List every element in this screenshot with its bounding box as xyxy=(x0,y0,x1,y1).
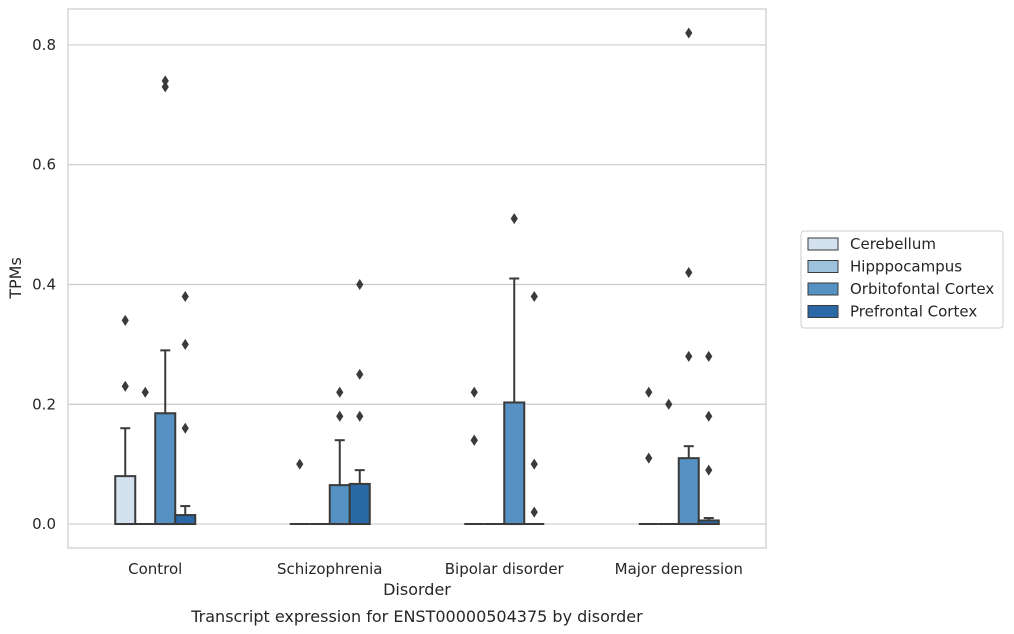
x-tick-label: Bipolar disorder xyxy=(445,560,565,578)
outlier-point xyxy=(356,368,364,380)
outlier-point xyxy=(336,410,344,422)
outlier-point xyxy=(705,464,713,476)
outlier-point xyxy=(356,410,364,422)
box-element xyxy=(638,386,659,526)
legend-label: Cerebellum xyxy=(850,235,936,253)
x-axis-ticks: Control Schizophrenia Bipolar disorder Majo… xyxy=(128,560,743,578)
box-element xyxy=(524,290,545,526)
outlier-point xyxy=(685,27,693,39)
legend-label: Prefrontal Cortex xyxy=(850,303,977,321)
x-axis-label: Disorder xyxy=(383,580,451,599)
outlier-point xyxy=(685,267,693,279)
category-group xyxy=(289,278,371,526)
outlier-point xyxy=(121,380,129,392)
legend-swatch xyxy=(807,260,839,273)
x-tick-label: Schizophrenia xyxy=(277,560,382,578)
outlier-point xyxy=(510,213,518,225)
box-body xyxy=(174,514,197,526)
box-element xyxy=(114,314,137,526)
x-tick-label: Control xyxy=(128,560,182,578)
category-group xyxy=(638,27,720,526)
outlier-point xyxy=(645,386,653,398)
y-axis-label: TPMs xyxy=(6,257,25,300)
outlier-point xyxy=(141,386,149,398)
box-body xyxy=(348,482,371,526)
legend: Cerebellum Hipppocampus Orbitofontal Corte… xyxy=(800,230,1004,329)
box-element xyxy=(348,278,371,526)
outlier-point xyxy=(181,290,189,302)
legend-item: Hipppocampus xyxy=(807,258,962,276)
y-tick-label: 0.0 xyxy=(32,515,56,533)
box-groups xyxy=(114,27,720,526)
legend-label: Hipppocampus xyxy=(850,258,962,276)
legend-item: Orbitofontal Cortex xyxy=(807,280,994,298)
box-element xyxy=(697,350,720,526)
outlier-point xyxy=(645,452,653,464)
outlier-point xyxy=(356,278,364,290)
legend-swatch xyxy=(807,305,839,318)
legend-swatch xyxy=(807,282,839,296)
box-body xyxy=(154,412,177,526)
box-body xyxy=(503,401,526,526)
legend-label: Orbitofontal Cortex xyxy=(850,280,994,298)
outlier-point xyxy=(470,386,478,398)
legend-item: Cerebellum xyxy=(807,235,936,253)
outlier-point xyxy=(181,338,189,350)
y-tick-label: 0.4 xyxy=(32,275,56,293)
box-element xyxy=(503,213,526,526)
outlier-point xyxy=(705,350,713,362)
box-element xyxy=(658,398,679,526)
outlier-point xyxy=(705,410,713,422)
legend-swatch xyxy=(807,237,839,251)
box-element xyxy=(154,75,177,526)
outlier-point xyxy=(161,81,169,93)
outlier-point xyxy=(296,458,304,470)
outlier-point xyxy=(470,434,478,446)
box-element xyxy=(174,290,197,526)
outlier-point xyxy=(161,75,169,87)
outlier-point xyxy=(530,290,538,302)
box-body xyxy=(677,457,700,526)
outlier-point xyxy=(530,458,538,470)
box-element xyxy=(135,386,156,526)
category-group xyxy=(464,213,545,526)
chart-caption: Transcript expression for ENST0000050437… xyxy=(190,607,643,626)
outlier-point xyxy=(181,422,189,434)
y-tick-label: 0.8 xyxy=(32,36,56,54)
box-element xyxy=(328,386,351,526)
y-axis-ticks: 0.0 0.2 0.4 0.6 0.8 xyxy=(32,36,56,533)
outlier-point xyxy=(336,386,344,398)
category-group xyxy=(114,75,197,526)
x-tick-label: Major depression xyxy=(615,560,743,578)
outlier-point xyxy=(685,350,693,362)
y-tick-label: 0.2 xyxy=(32,395,56,413)
legend-item: Prefrontal Cortex xyxy=(807,303,977,321)
legend-frame xyxy=(800,230,1004,329)
legend-items: Cerebellum Hipppocampus Orbitofontal Corte… xyxy=(807,235,994,321)
box-body xyxy=(328,484,351,526)
outlier-point xyxy=(665,398,673,410)
y-tick-label: 0.6 xyxy=(32,156,56,174)
outlier-point xyxy=(530,506,538,518)
plot-frame xyxy=(67,8,767,549)
box-body xyxy=(114,475,137,526)
box-element xyxy=(289,458,310,526)
box-element xyxy=(464,386,485,526)
outlier-point xyxy=(121,314,129,326)
box-element xyxy=(677,27,700,526)
